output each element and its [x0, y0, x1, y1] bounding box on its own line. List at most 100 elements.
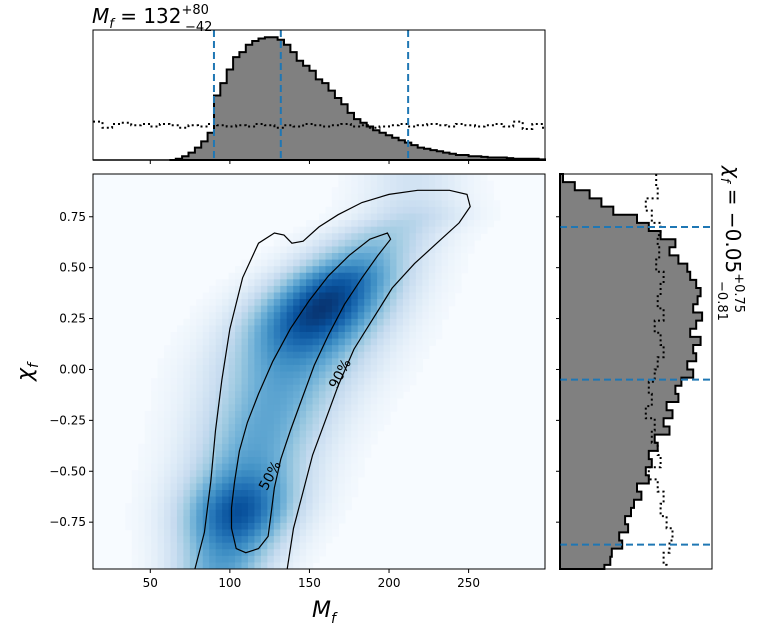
heatmap-cell: [222, 562, 230, 569]
heatmap-cell: [209, 424, 217, 432]
heatmap-cell: [370, 174, 378, 182]
heatmap-cell: [428, 180, 436, 188]
heatmap-cell: [267, 496, 275, 504]
heatmap-cell: [273, 450, 281, 458]
heatmap-cell: [377, 279, 385, 287]
heatmap-cell: [493, 200, 501, 208]
heatmap-cell: [157, 450, 165, 458]
heatmap-cell: [435, 206, 443, 215]
heatmap-cell: [344, 266, 352, 274]
heatmap-cell: [325, 272, 333, 280]
heatmap-cell: [260, 450, 268, 458]
heatmap-cell: [377, 272, 385, 280]
heatmap-cell: [151, 391, 159, 399]
heatmap-cell: [267, 371, 275, 379]
heatmap-cell: [196, 443, 204, 452]
heatmap-cell: [280, 496, 288, 504]
heatmap-cell: [196, 562, 204, 569]
heatmap-cell: [241, 397, 249, 406]
heatmap-cell: [370, 417, 378, 425]
heatmap-cell: [144, 536, 152, 544]
heatmap-cell: [164, 522, 172, 531]
heatmap-cell: [383, 180, 391, 188]
heatmap-cell: [222, 358, 230, 366]
heatmap-cell: [260, 246, 268, 254]
heatmap-cell: [312, 246, 320, 254]
heatmap-cell: [235, 509, 243, 517]
heatmap-cell: [222, 503, 230, 511]
heatmap-cell: [428, 299, 436, 307]
heatmap-cell: [202, 450, 210, 458]
heatmap-cell: [209, 358, 217, 366]
heatmap-cell: [402, 259, 410, 267]
heatmap-cell: [138, 562, 146, 569]
heatmap-cell: [286, 246, 294, 254]
y-tick-label: 0.50: [59, 261, 86, 275]
heatmap-cell: [196, 496, 204, 504]
heatmap-cell: [306, 384, 314, 392]
heatmap-cell: [299, 437, 307, 445]
heatmap-cell: [319, 470, 327, 478]
heatmap-cell: [409, 299, 417, 307]
heatmap-cell: [306, 522, 314, 531]
heatmap-cell: [312, 490, 320, 498]
heatmap-cell: [319, 457, 327, 465]
heatmap-cell: [254, 457, 262, 465]
heatmap-cell: [176, 338, 184, 346]
heatmap-cell: [312, 516, 320, 524]
heatmap-cell: [176, 549, 184, 557]
heatmap-cell: [138, 457, 146, 465]
heatmap-cell: [280, 378, 288, 386]
heatmap-cell: [370, 305, 378, 313]
heatmap-cell: [344, 292, 352, 300]
heatmap-cell: [415, 259, 423, 267]
heatmap-cell: [260, 562, 268, 569]
heatmap-cell: [196, 351, 204, 359]
heatmap-cell: [125, 509, 133, 517]
heatmap-cell: [312, 470, 320, 478]
heatmap-cell: [202, 292, 210, 300]
heatmap-cell: [151, 490, 159, 498]
top-title-sub: f: [109, 17, 116, 32]
heatmap-cell: [383, 384, 391, 392]
heatmap-cell: [422, 266, 430, 274]
heatmap-cell: [247, 371, 256, 379]
heatmap-cell: [306, 417, 314, 425]
heatmap-cell: [157, 358, 165, 366]
heatmap-cell: [435, 239, 443, 248]
heatmap-cell: [151, 450, 159, 458]
heatmap-cell: [202, 305, 210, 313]
heatmap-cell: [351, 397, 359, 406]
right-marginal-panel: [556, 173, 713, 570]
heatmap-cell: [273, 529, 281, 537]
heatmap-cell: [209, 437, 217, 445]
heatmap-cell: [383, 391, 391, 399]
heatmap-cell: [247, 536, 256, 544]
heatmap-cell: [241, 378, 249, 386]
heatmap-cell: [344, 187, 352, 195]
heatmap-cell: [344, 411, 352, 419]
heatmap-cell: [293, 483, 301, 491]
heatmap-cell: [138, 490, 146, 498]
heatmap-cell: [228, 417, 236, 425]
heatmap-cell: [299, 292, 307, 300]
heatmap-cell: [241, 411, 249, 419]
heatmap-cell: [409, 345, 417, 353]
heatmap-cell: [241, 292, 249, 300]
heatmap-cell: [280, 259, 288, 267]
heatmap-cell: [235, 503, 243, 511]
heatmap-cell: [247, 259, 256, 267]
heatmap-cell: [170, 562, 178, 569]
heatmap-cell: [299, 285, 307, 294]
heatmap-cell: [176, 424, 184, 432]
heatmap-cell: [435, 259, 443, 267]
heatmap-cell: [189, 542, 197, 550]
heatmap-cell: [260, 522, 268, 531]
heatmap-cell: [228, 430, 236, 438]
heatmap-cell: [306, 266, 314, 274]
heatmap-cell: [448, 253, 456, 261]
heatmap-cell: [299, 450, 307, 458]
heatmap-cell: [144, 424, 152, 432]
heatmap-cell: [273, 292, 281, 300]
heatmap-cell: [228, 285, 236, 294]
